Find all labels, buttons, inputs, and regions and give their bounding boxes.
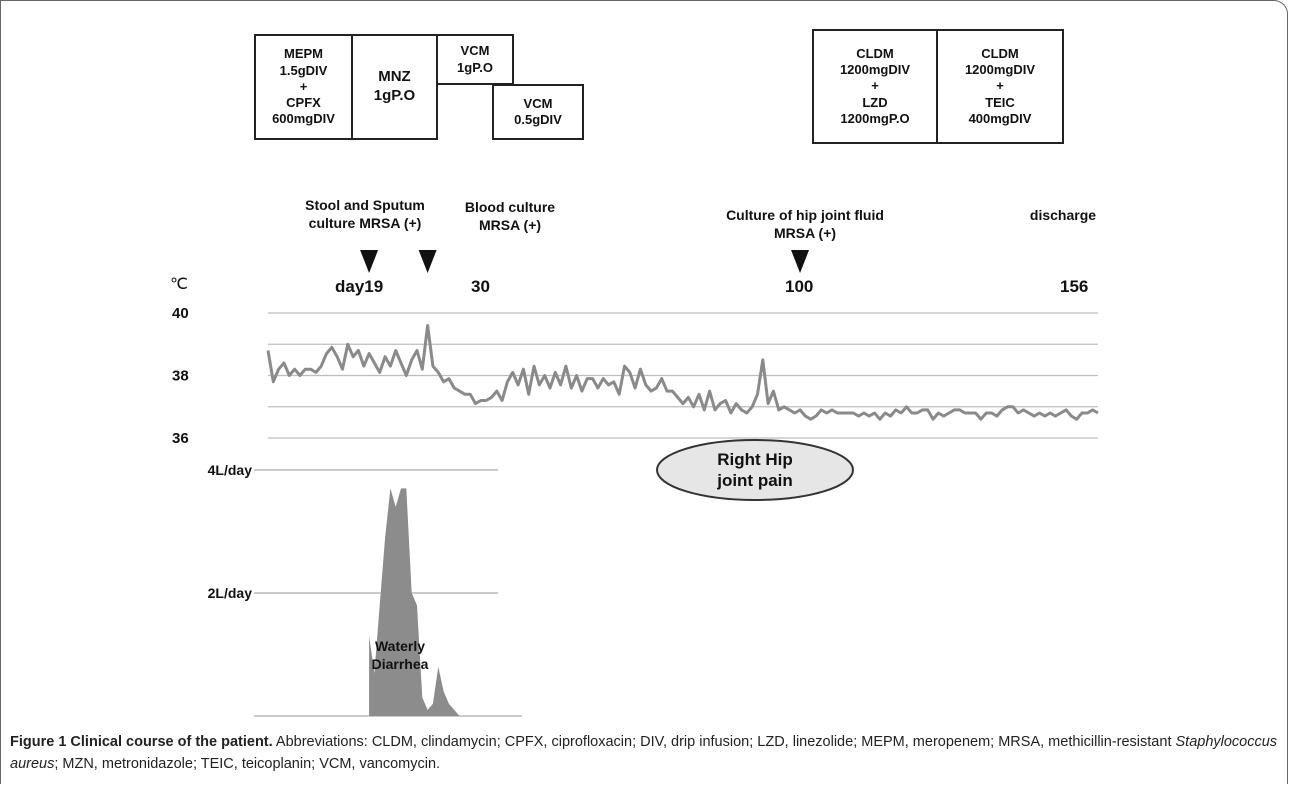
- diarrhea-label: Waterly Diarrhea: [371, 638, 429, 673]
- temperature-unit-label: ℃: [170, 276, 188, 293]
- event-arrow-icon: [791, 250, 810, 273]
- treatment-box-mnz: MNZ 1gP.O: [351, 34, 438, 140]
- treatment-box-cldm-teic: CLDM 1200mgDIV + TEIC 400mgDIV: [936, 29, 1064, 144]
- temp-tick-label: 38: [172, 368, 189, 385]
- hip-pain-ellipse: [656, 439, 854, 501]
- figure-caption: Figure 1 Clinical course of the patient.…: [10, 734, 1278, 772]
- diarrhea-tick-label: 4L/day: [208, 462, 253, 478]
- event-label-stool-sputum: Stool and Sputum culture MRSA (+): [305, 197, 425, 232]
- event-arrow-icon: [418, 250, 437, 273]
- event-arrow-icon: [360, 250, 379, 273]
- day-label-156: 156: [1060, 277, 1089, 296]
- temp-tick-label: 36: [172, 430, 189, 447]
- hip-pain-label: Right Hip joint pain: [717, 450, 793, 491]
- treatment-box-vcm-iv: VCM 0.5gDIV: [492, 84, 584, 140]
- day-label-19: day19: [335, 277, 384, 296]
- event-label-hip-fluid: Culture of hip joint fluid MRSA (+): [726, 207, 884, 242]
- temperature-series-line: [266, 324, 1099, 421]
- day-label-30: 30: [471, 277, 490, 296]
- event-label-blood-culture: Blood culture MRSA (+): [464, 199, 556, 234]
- event-label-discharge: discharge: [1029, 207, 1097, 223]
- caption-title: Figure 1 Clinical course of the patient.: [10, 734, 273, 750]
- treatment-box-vcm-oral: VCM 1gP.O: [436, 34, 514, 85]
- temp-tick-label: 40: [172, 305, 189, 322]
- diarrhea-tick-label: 2L/day: [208, 585, 253, 601]
- diarrhea-area: [369, 488, 460, 716]
- day-label-100: 100: [785, 277, 814, 296]
